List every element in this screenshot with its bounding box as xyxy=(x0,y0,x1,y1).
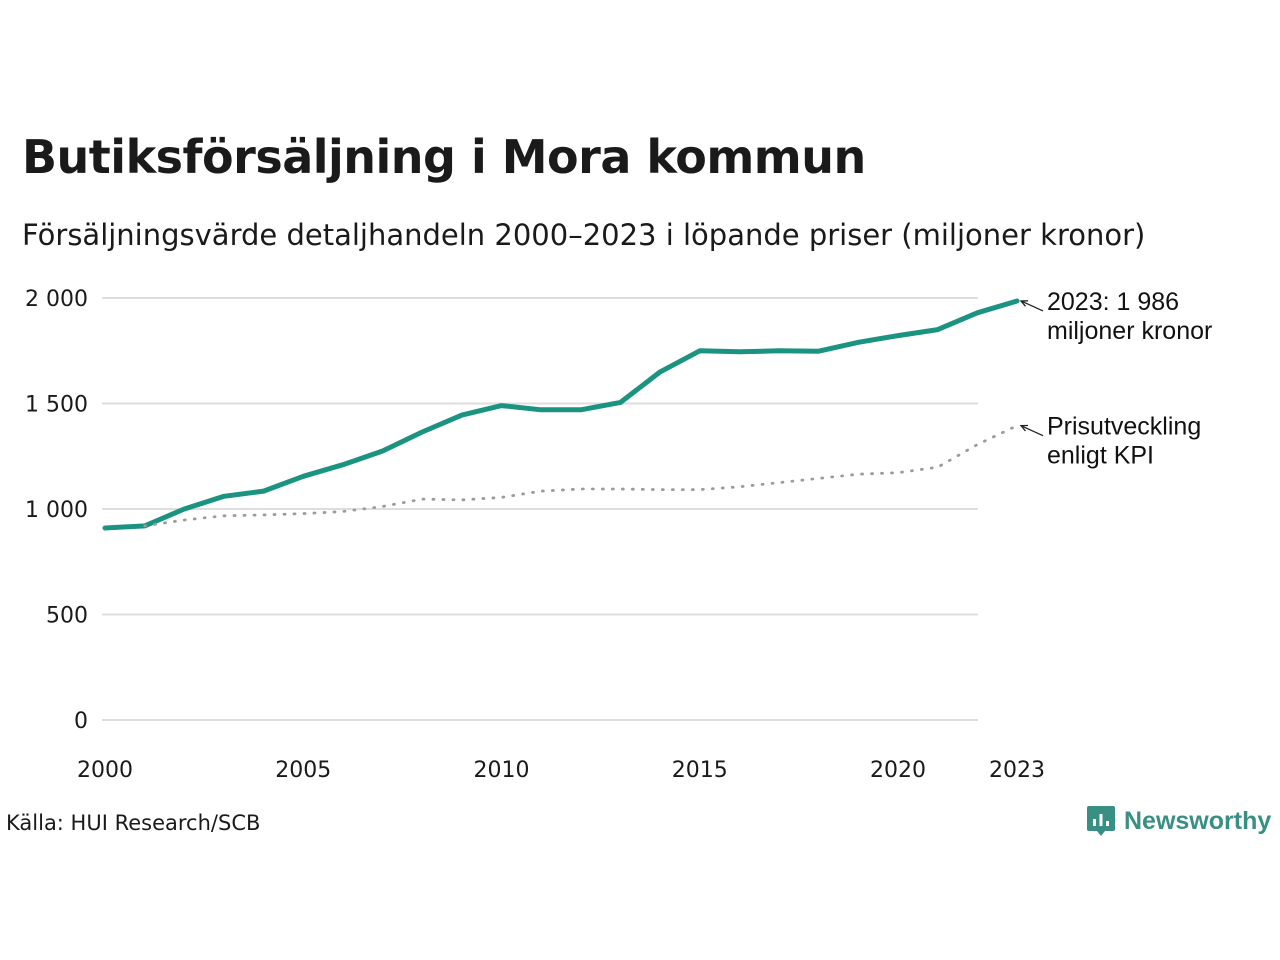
chart-title: Butiksförsäljning i Mora kommun xyxy=(22,130,866,184)
y-axis-tick-labels: 0 500 1 000 1 500 2 000 xyxy=(25,287,88,734)
annotation-arrowhead xyxy=(1019,424,1029,432)
annotation-label: 2023: 1 986 miljoner kronor xyxy=(1047,288,1212,345)
brand-name: Newsworthy xyxy=(1124,806,1272,835)
y-tick-label: 2 000 xyxy=(25,287,88,312)
x-tick-label: 2000 xyxy=(77,758,133,783)
annotation-label: Prisutveckling enligt KPI xyxy=(1047,413,1201,470)
y-tick-label: 500 xyxy=(46,604,88,629)
annotation-line: enligt KPI xyxy=(1047,442,1154,470)
x-tick-label: 2010 xyxy=(474,758,530,783)
x-axis-tick-labels: 2000 2005 2010 2015 2020 2023 xyxy=(77,758,1045,783)
x-tick-label: 2005 xyxy=(275,758,331,783)
series-lines xyxy=(102,298,1020,531)
y-tick-label: 1 500 xyxy=(25,393,88,418)
kpi-series-line xyxy=(143,424,1019,528)
source-note: Källa: HUI Research/SCB xyxy=(6,811,261,835)
annotation-line: 2023: 1 986 xyxy=(1047,288,1179,316)
gridlines xyxy=(102,297,978,721)
newsworthy-logo-icon xyxy=(1087,806,1115,836)
sales-series-line xyxy=(102,298,1020,531)
brand-logo[interactable]: Newsworthy xyxy=(1086,804,1271,838)
line-annotations: 2023: 1 986 miljoner kronor Prisutveckling… xyxy=(1019,288,1212,470)
annotation-arrow xyxy=(1020,425,1044,437)
x-tick-label: 2015 xyxy=(672,758,728,783)
annotation-arrow xyxy=(1020,300,1044,312)
x-tick-label: 2020 xyxy=(870,758,926,783)
annotation-line: miljoner kronor xyxy=(1047,317,1212,345)
annotation-arrowhead xyxy=(1019,300,1029,307)
annotation-line: Prisutveckling xyxy=(1047,413,1201,441)
y-tick-label: 0 xyxy=(74,709,88,734)
chart-subtitle: Försäljningsvärde detaljhandeln 2000–202… xyxy=(22,218,1146,252)
y-tick-label: 1 000 xyxy=(25,498,88,523)
x-tick-label: 2023 xyxy=(989,758,1045,783)
